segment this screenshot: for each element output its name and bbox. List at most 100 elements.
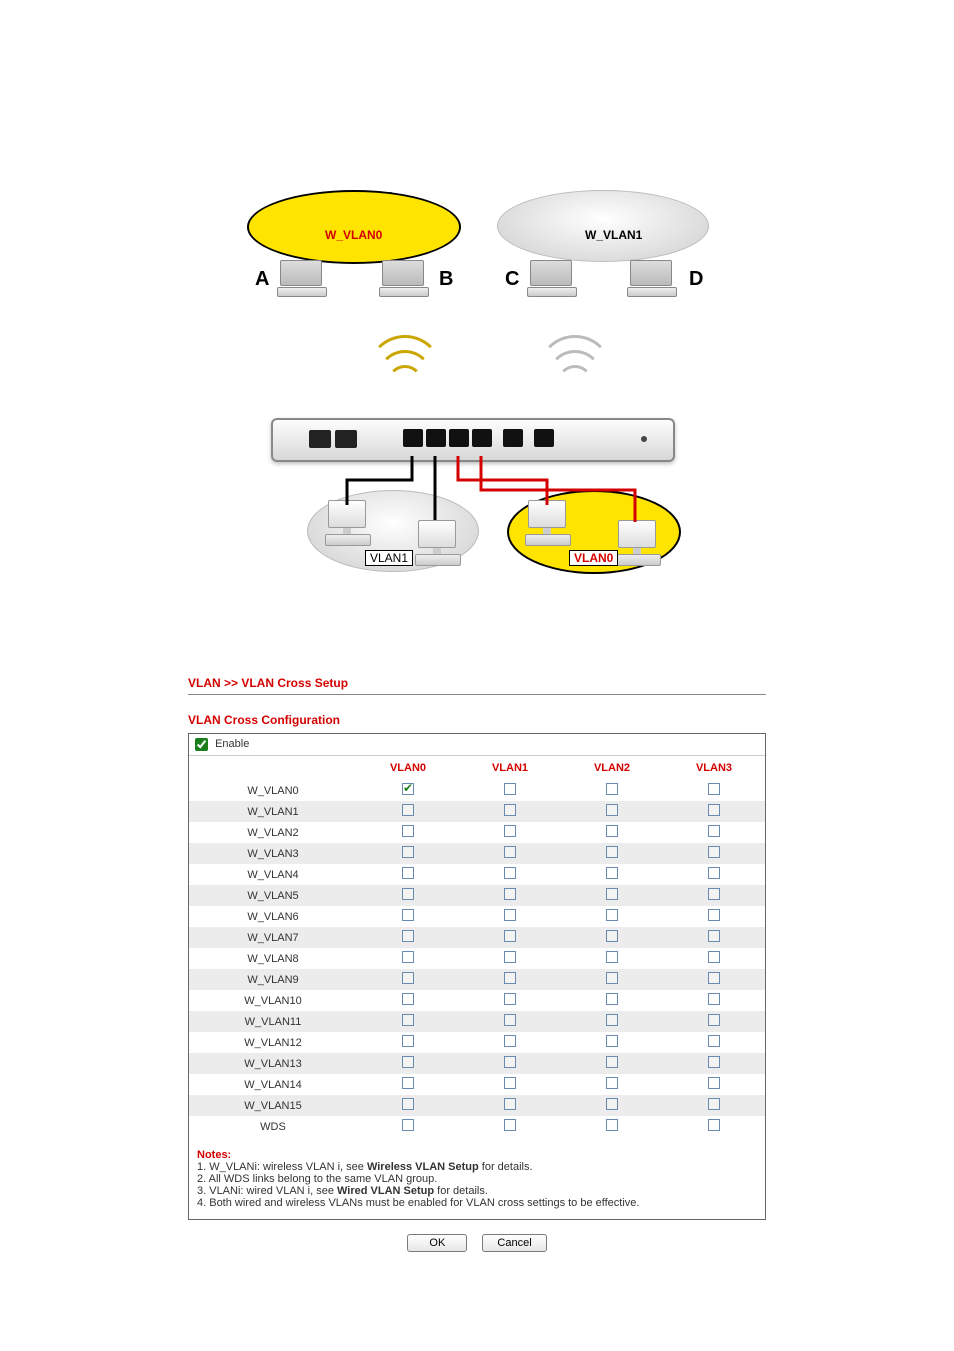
vlan-checkbox[interactable] — [402, 1119, 414, 1131]
vlan-checkbox[interactable] — [504, 804, 516, 816]
vlan-checkbox[interactable] — [402, 783, 414, 795]
row-label: W_VLAN5 — [189, 885, 357, 906]
vlan-checkbox[interactable] — [402, 993, 414, 1005]
vlan-checkbox[interactable] — [708, 1014, 720, 1026]
vlan-checkbox[interactable] — [504, 1014, 516, 1026]
vlan-checkbox[interactable] — [708, 1035, 720, 1047]
vlan-checkbox[interactable] — [504, 972, 516, 984]
vlan-checkbox[interactable] — [708, 846, 720, 858]
row-label: W_VLAN15 — [189, 1095, 357, 1116]
vlan-checkbox[interactable] — [402, 846, 414, 858]
row-label: W_VLAN11 — [189, 1011, 357, 1032]
vlan-checkbox[interactable] — [402, 888, 414, 900]
vlan-checkbox[interactable] — [708, 783, 720, 795]
vlan-checkbox[interactable] — [708, 972, 720, 984]
vlan-checkbox[interactable] — [402, 909, 414, 921]
vlan-cell — [459, 822, 561, 843]
table-row: W_VLAN7 — [189, 927, 765, 948]
vlan-cell — [663, 906, 765, 927]
vlan-checkbox[interactable] — [504, 888, 516, 900]
row-label: W_VLAN8 — [189, 948, 357, 969]
vlan-checkbox[interactable] — [606, 951, 618, 963]
vlan-checkbox[interactable] — [504, 1077, 516, 1089]
ok-button[interactable]: OK — [407, 1234, 467, 1252]
table-row: WDS — [189, 1116, 765, 1137]
vlan-checkbox[interactable] — [606, 846, 618, 858]
vlan-checkbox[interactable] — [402, 1056, 414, 1068]
vlan-checkbox[interactable] — [606, 1056, 618, 1068]
vlan-checkbox[interactable] — [708, 930, 720, 942]
vlan-checkbox[interactable] — [606, 1098, 618, 1110]
vlan-checkbox[interactable] — [606, 1119, 618, 1131]
vlan-checkbox[interactable] — [402, 804, 414, 816]
vlan-checkbox[interactable] — [504, 1119, 516, 1131]
vlan-checkbox[interactable] — [606, 888, 618, 900]
vlan-checkbox[interactable] — [606, 825, 618, 837]
row-label: W_VLAN7 — [189, 927, 357, 948]
vlan-checkbox[interactable] — [504, 783, 516, 795]
vlan-checkbox[interactable] — [504, 909, 516, 921]
vlan-cell — [561, 948, 663, 969]
vlan-cell — [663, 1116, 765, 1137]
vlan-cell — [663, 1074, 765, 1095]
vlan-cell — [561, 969, 663, 990]
vlan-checkbox[interactable] — [606, 1035, 618, 1047]
vlan-cell — [357, 1116, 459, 1137]
table-row: W_VLAN0 — [189, 780, 765, 801]
vlan-checkbox[interactable] — [504, 930, 516, 942]
vlan-checkbox[interactable] — [708, 1119, 720, 1131]
vlan-checkbox[interactable] — [402, 825, 414, 837]
vlan-checkbox[interactable] — [402, 867, 414, 879]
vlan-checkbox[interactable] — [606, 972, 618, 984]
vlan-checkbox[interactable] — [606, 867, 618, 879]
cancel-button[interactable]: Cancel — [482, 1234, 546, 1252]
vlan-checkbox[interactable] — [606, 930, 618, 942]
vlan-checkbox[interactable] — [708, 993, 720, 1005]
vlan-checkbox[interactable] — [708, 867, 720, 879]
vlan-checkbox[interactable] — [606, 783, 618, 795]
vlan-cell — [357, 990, 459, 1011]
vlan-checkbox[interactable] — [504, 825, 516, 837]
wifi-waves-left-icon — [377, 335, 457, 395]
vlan-checkbox[interactable] — [708, 909, 720, 921]
vlan-checkbox[interactable] — [402, 951, 414, 963]
table-row: W_VLAN12 — [189, 1032, 765, 1053]
vlan-checkbox[interactable] — [708, 825, 720, 837]
vlan-checkbox[interactable] — [402, 1014, 414, 1026]
vlan-checkbox[interactable] — [504, 1098, 516, 1110]
vlan-checkbox[interactable] — [504, 846, 516, 858]
col-header: VLAN0 — [357, 756, 459, 780]
vlan-checkbox[interactable] — [606, 993, 618, 1005]
vlan-cell — [357, 1032, 459, 1053]
vlan-checkbox[interactable] — [708, 1098, 720, 1110]
vlan-checkbox[interactable] — [606, 909, 618, 921]
vlan-checkbox[interactable] — [708, 804, 720, 816]
enable-checkbox-label[interactable]: Enable — [195, 738, 249, 750]
vlan-cell — [663, 822, 765, 843]
vlan-checkbox[interactable] — [708, 1077, 720, 1089]
vlan-checkbox[interactable] — [606, 1077, 618, 1089]
vlan-checkbox[interactable] — [708, 951, 720, 963]
notes-block: Notes: 1. W_VLANi: wireless VLAN i, see … — [189, 1137, 765, 1219]
table-row: W_VLAN15 — [189, 1095, 765, 1116]
vlan-checkbox[interactable] — [402, 1098, 414, 1110]
vlan-checkbox[interactable] — [504, 1056, 516, 1068]
vlan-cell — [357, 1095, 459, 1116]
vlan-checkbox[interactable] — [402, 930, 414, 942]
vlan-checkbox[interactable] — [504, 1035, 516, 1047]
vlan-checkbox[interactable] — [606, 804, 618, 816]
vlan-cell — [561, 906, 663, 927]
vlan-checkbox[interactable] — [504, 993, 516, 1005]
vlan-checkbox[interactable] — [402, 972, 414, 984]
vlan-checkbox[interactable] — [708, 1056, 720, 1068]
vlan-checkbox[interactable] — [504, 867, 516, 879]
vlan-checkbox[interactable] — [606, 1014, 618, 1026]
enable-checkbox[interactable] — [195, 738, 208, 751]
label-a: A — [255, 268, 269, 291]
vlan-cell — [357, 885, 459, 906]
table-row: W_VLAN9 — [189, 969, 765, 990]
vlan-checkbox[interactable] — [402, 1035, 414, 1047]
vlan-checkbox[interactable] — [504, 951, 516, 963]
vlan-checkbox[interactable] — [708, 888, 720, 900]
vlan-checkbox[interactable] — [402, 1077, 414, 1089]
